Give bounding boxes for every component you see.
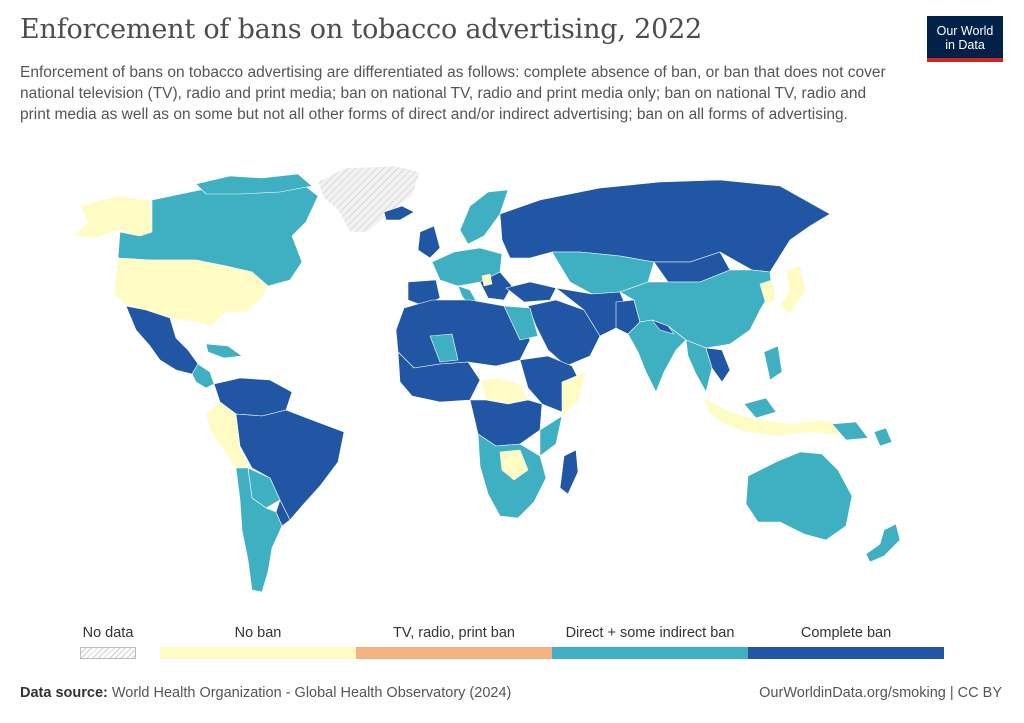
chart-subtitle: Enforcement of bans on tobacco advertisi…	[20, 64, 886, 123]
region-pacific-islands[interactable]	[873, 427, 893, 447]
region-serbia[interactable]	[481, 273, 493, 287]
region-argentina-chile[interactable]	[235, 467, 283, 593]
region-russia[interactable]	[499, 179, 831, 273]
region-egypt[interactable]	[503, 305, 539, 341]
region-borneo[interactable]	[743, 397, 777, 419]
world-map	[73, 165, 901, 593]
region-new-zealand[interactable]	[865, 523, 901, 563]
logo-line-1: Our World	[936, 24, 994, 38]
region-laos-vietnam[interactable]	[705, 347, 731, 383]
region-india[interactable]	[627, 319, 687, 393]
region-nepal[interactable]	[651, 319, 675, 335]
data-source: Data source: World Health Organization -…	[20, 685, 511, 701]
region-turkey[interactable]	[505, 281, 557, 303]
region-zambia-zimbabwe[interactable]	[499, 449, 529, 481]
region-somalia[interactable]	[561, 371, 587, 417]
region-madagascar[interactable]	[559, 449, 579, 495]
region-greenland[interactable]	[317, 165, 421, 233]
legend-label-no-ban: No ban	[234, 625, 282, 641]
source-url-link[interactable]: OurWorldinData.org/smoking | CC BY	[759, 685, 1002, 701]
region-japan[interactable]	[779, 265, 807, 315]
region-west-africa[interactable]	[397, 351, 481, 403]
legend-swatch-complete[interactable]	[748, 647, 944, 659]
legend-swatch-direct-indirect[interactable]	[552, 647, 748, 659]
data-source-text: World Health Organization - Global Healt…	[107, 685, 512, 701]
region-scandinavia[interactable]	[459, 189, 509, 245]
legend-label-direct-indirect: Direct + some indirect ban	[565, 625, 735, 641]
region-brazil[interactable]	[235, 409, 345, 521]
region-canada-islands[interactable]	[195, 173, 313, 195]
region-east-africa[interactable]	[539, 415, 563, 457]
region-australia[interactable]	[745, 451, 853, 541]
region-philippines[interactable]	[763, 345, 783, 381]
legend-no-data-label: No data	[82, 625, 134, 641]
region-png[interactable]	[831, 421, 869, 441]
region-indonesia[interactable]	[703, 397, 847, 437]
region-arabia[interactable]	[527, 299, 601, 367]
region-uk-ireland[interactable]	[417, 225, 441, 259]
data-source-label: Data source:	[20, 685, 108, 701]
owid-logo[interactable]: Our World in Data	[927, 16, 1003, 62]
region-caribbean[interactable]	[205, 343, 243, 359]
legend-swatch-tv-radio-print[interactable]	[356, 647, 552, 659]
chart-title: Enforcement of bans on tobacco advertisi…	[20, 14, 703, 45]
legend-no-data-swatch[interactable]	[80, 647, 136, 659]
legend-label-complete: Complete ban	[800, 625, 892, 641]
region-korea[interactable]	[759, 279, 777, 305]
region-sahel-mid[interactable]	[429, 333, 459, 363]
legend-label-tv-radio-print: TV, radio, print ban	[393, 625, 515, 641]
legend-swatch-no-ban[interactable]	[160, 647, 356, 659]
region-iceland[interactable]	[383, 205, 415, 221]
logo-line-2: in Data	[945, 38, 985, 52]
region-alaska[interactable]	[73, 195, 153, 239]
